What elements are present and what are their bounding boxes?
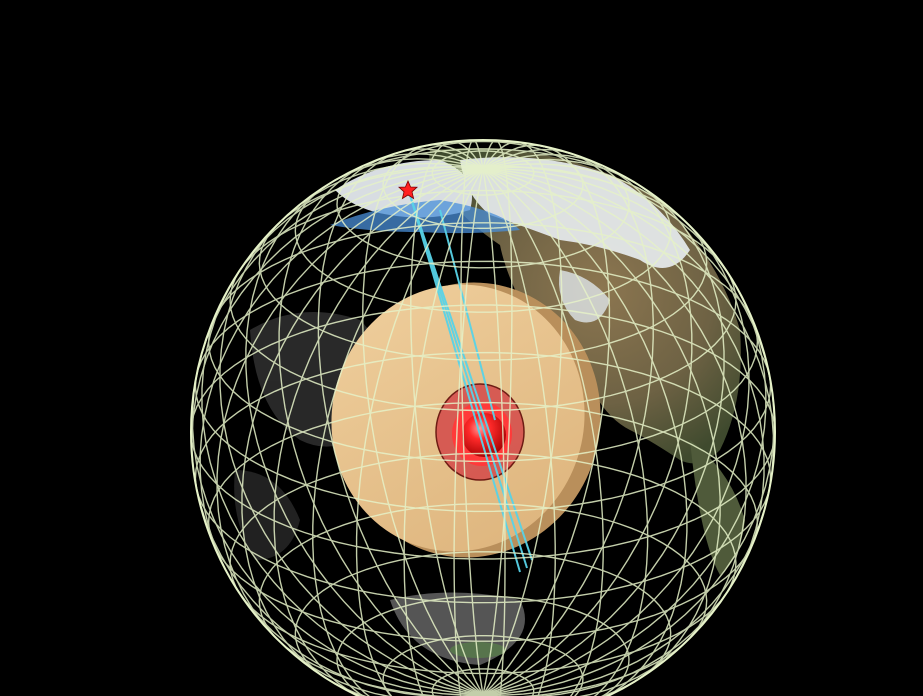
globe-outline [190, 139, 776, 696]
meridian-line [482, 166, 767, 696]
meridian-line [482, 163, 750, 696]
meridian-line [482, 168, 556, 696]
meridian-line [216, 168, 484, 696]
meridian-line [219, 162, 484, 696]
meridian-line [482, 168, 747, 696]
meridian-line [201, 166, 484, 696]
meridian-line [453, 168, 484, 696]
meridian-line [355, 168, 484, 696]
meridian-line [482, 168, 506, 696]
meridian-line [482, 158, 725, 696]
meridian-line [482, 168, 649, 696]
epicenter-star-icon [398, 179, 418, 200]
meridian-line [273, 168, 484, 696]
meridian-line [403, 168, 484, 696]
meridian-line [241, 168, 484, 696]
meridian-line [482, 168, 688, 696]
meridian-line [482, 168, 604, 696]
far-side-landmass [234, 312, 525, 665]
meridian-line [199, 168, 484, 696]
meridian-line [312, 168, 484, 696]
meridian-line [482, 168, 765, 696]
